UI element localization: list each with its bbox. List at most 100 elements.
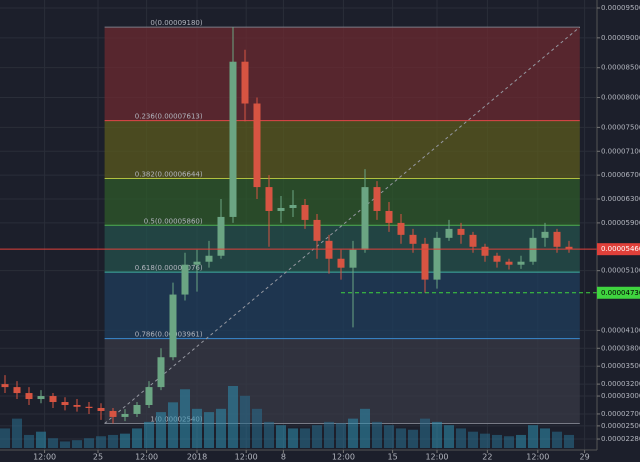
candle-body <box>469 234 477 247</box>
volume-bar <box>36 431 46 448</box>
y-tick-label: 0.00005900 <box>601 219 640 227</box>
candle-body <box>37 396 45 400</box>
volume-bar <box>492 434 502 448</box>
x-tick-label: 12:00 <box>235 453 258 462</box>
candle-body <box>397 222 405 235</box>
volume-bar <box>132 428 142 448</box>
y-tick-label: 0.00006300 <box>601 195 640 203</box>
volume-bar <box>192 408 202 448</box>
volume-bar <box>276 425 286 448</box>
y-tick-label: 0.00008000 <box>601 94 640 102</box>
candle-body <box>445 228 453 238</box>
volume-bar <box>312 425 322 448</box>
x-tick-label: 12:00 <box>33 453 56 462</box>
y-tick-label: 0.00007500 <box>601 123 640 131</box>
candle-body <box>181 264 189 295</box>
fib-band <box>104 178 580 226</box>
x-tick-label: 15 <box>388 453 398 462</box>
volume-bar <box>24 434 34 448</box>
candle-body <box>145 387 153 405</box>
volume-bar <box>372 421 382 448</box>
volume-bar <box>48 438 58 448</box>
volume-bar <box>0 428 10 448</box>
volume-bar <box>444 425 454 448</box>
candle-body <box>253 103 261 188</box>
volume-bar <box>468 431 478 448</box>
candle-body <box>193 261 201 265</box>
candle-body <box>277 207 285 211</box>
volume-bar <box>240 395 250 448</box>
y-tick-label: 0.00002500 <box>601 422 640 430</box>
candle-body <box>553 231 561 247</box>
price-tag <box>597 286 640 299</box>
volume-bar <box>84 438 94 448</box>
x-tick-label: 25 <box>93 453 103 462</box>
y-tick-label: 0.00004100 <box>601 326 640 334</box>
fib-label: 0.382(0.00006644) <box>135 170 203 178</box>
price-tag-label: 0.00004730 <box>601 289 640 297</box>
y-tick-label: 0.00009500 <box>601 4 640 12</box>
volume-bar <box>540 428 550 448</box>
candle-body <box>73 405 81 407</box>
candle-body <box>433 237 441 280</box>
candle-body <box>337 258 345 268</box>
candle-body <box>205 255 213 262</box>
candle-body <box>301 205 309 220</box>
volume-bar <box>396 428 406 448</box>
y-tick-label: 0.00008500 <box>601 64 640 72</box>
candle-body <box>169 294 177 358</box>
volume-bar <box>144 421 154 448</box>
candle-body <box>361 187 369 250</box>
candle-body <box>517 261 525 265</box>
volume-bar <box>216 408 226 448</box>
candle-body <box>121 413 129 417</box>
volume-bar <box>336 423 346 448</box>
volume-bar <box>420 418 430 448</box>
y-tick-label: 0.00006700 <box>601 171 640 179</box>
x-tick-label: 12:00 <box>425 453 448 462</box>
volume-bar <box>324 421 334 448</box>
volume-bar <box>360 408 370 448</box>
fib-band <box>104 120 580 179</box>
volume-bar <box>564 434 574 448</box>
candle-body <box>565 246 573 250</box>
candle-body <box>385 210 393 223</box>
candle-body <box>421 243 429 280</box>
volume-bar <box>180 389 190 448</box>
candle-body <box>325 240 333 259</box>
x-tick-label: 12:00 <box>332 453 355 462</box>
volume-bar <box>96 436 106 448</box>
price-tag <box>597 243 640 256</box>
candle-body <box>373 187 381 211</box>
candle-body <box>493 255 501 262</box>
candle-body <box>13 387 21 394</box>
y-tick-label: 0.00005100 <box>601 267 640 275</box>
fib-label: 0.618(0.00005076) <box>135 264 203 272</box>
y-tick-label: 0.00003800 <box>601 344 640 352</box>
volume-bar <box>456 428 466 448</box>
volume-bar <box>516 434 526 448</box>
volume-bar <box>408 429 418 448</box>
y-tick-label: 0.00003200 <box>601 380 640 388</box>
fib-label: 0.786(0.00003961) <box>135 331 203 339</box>
candle-body <box>157 357 165 388</box>
x-tick-label: 12:00 <box>526 453 549 462</box>
candle-body <box>217 216 225 256</box>
candle-body <box>409 234 417 244</box>
volume-bar <box>288 428 298 448</box>
y-tick-label: 0.00003000 <box>601 392 640 400</box>
volume-bar <box>228 386 238 448</box>
candle-body <box>529 237 537 262</box>
x-tick-label: 22 <box>482 453 492 462</box>
price-tag-label: 0.00005460 <box>601 245 640 253</box>
volume-bar <box>384 425 394 448</box>
volume-bar <box>60 441 70 448</box>
candle-body <box>265 187 273 211</box>
volume-bar <box>204 412 214 448</box>
candle-body <box>313 219 321 241</box>
candle-body <box>49 396 57 403</box>
y-tick-label: 0.00007100 <box>601 147 640 155</box>
volume-bar <box>12 418 22 448</box>
candle-body <box>25 393 33 400</box>
